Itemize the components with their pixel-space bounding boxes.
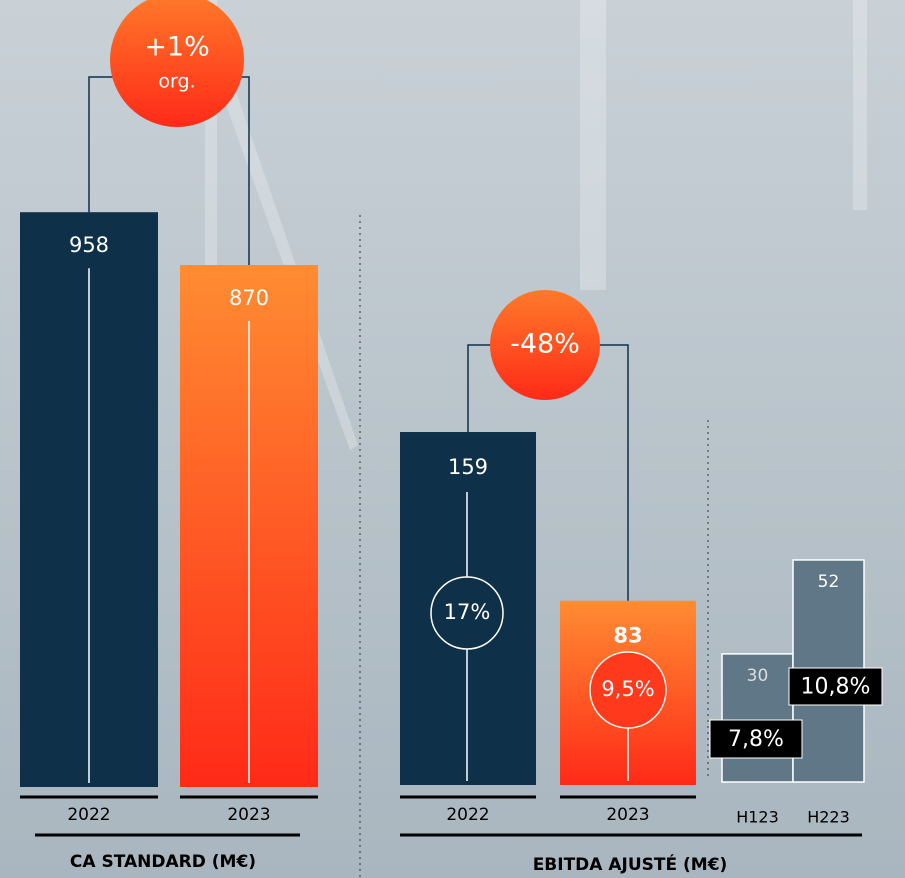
x-tick-label: H123 [736,808,779,827]
change-bubble [490,290,600,400]
change-label: -48% [510,329,580,360]
change-note: org. [158,71,195,93]
margin-label: 10,8% [801,675,871,700]
value-label: 159 [448,455,488,479]
x-tick-label: 2023 [606,805,649,825]
value-label: 870 [229,286,269,310]
margin-label: 7,8% [728,727,784,752]
bar [721,653,794,783]
margin-box [788,667,883,706]
change-bubble [110,0,244,127]
value-label: 52 [818,572,840,592]
value-label: 30 [747,666,769,686]
value-label: 958 [69,233,109,257]
margin-label: 17% [444,600,491,624]
bar [400,432,536,785]
x-tick-label: H223 [807,808,850,827]
chart-title: EBITDA AJUSTÉ (M€) [533,853,728,875]
margin-circle [589,651,667,729]
change-label: +1% [144,32,209,63]
margin-label: 9,5% [601,677,654,701]
margin-circle [430,576,504,650]
x-tick-label: 2023 [227,805,270,825]
chart-title: CA STANDARD (M€) [70,852,256,872]
margin-box [709,719,803,759]
value-label: 83 [613,624,642,648]
x-tick-label: 2022 [446,805,489,825]
x-tick-label: 2022 [67,805,110,825]
